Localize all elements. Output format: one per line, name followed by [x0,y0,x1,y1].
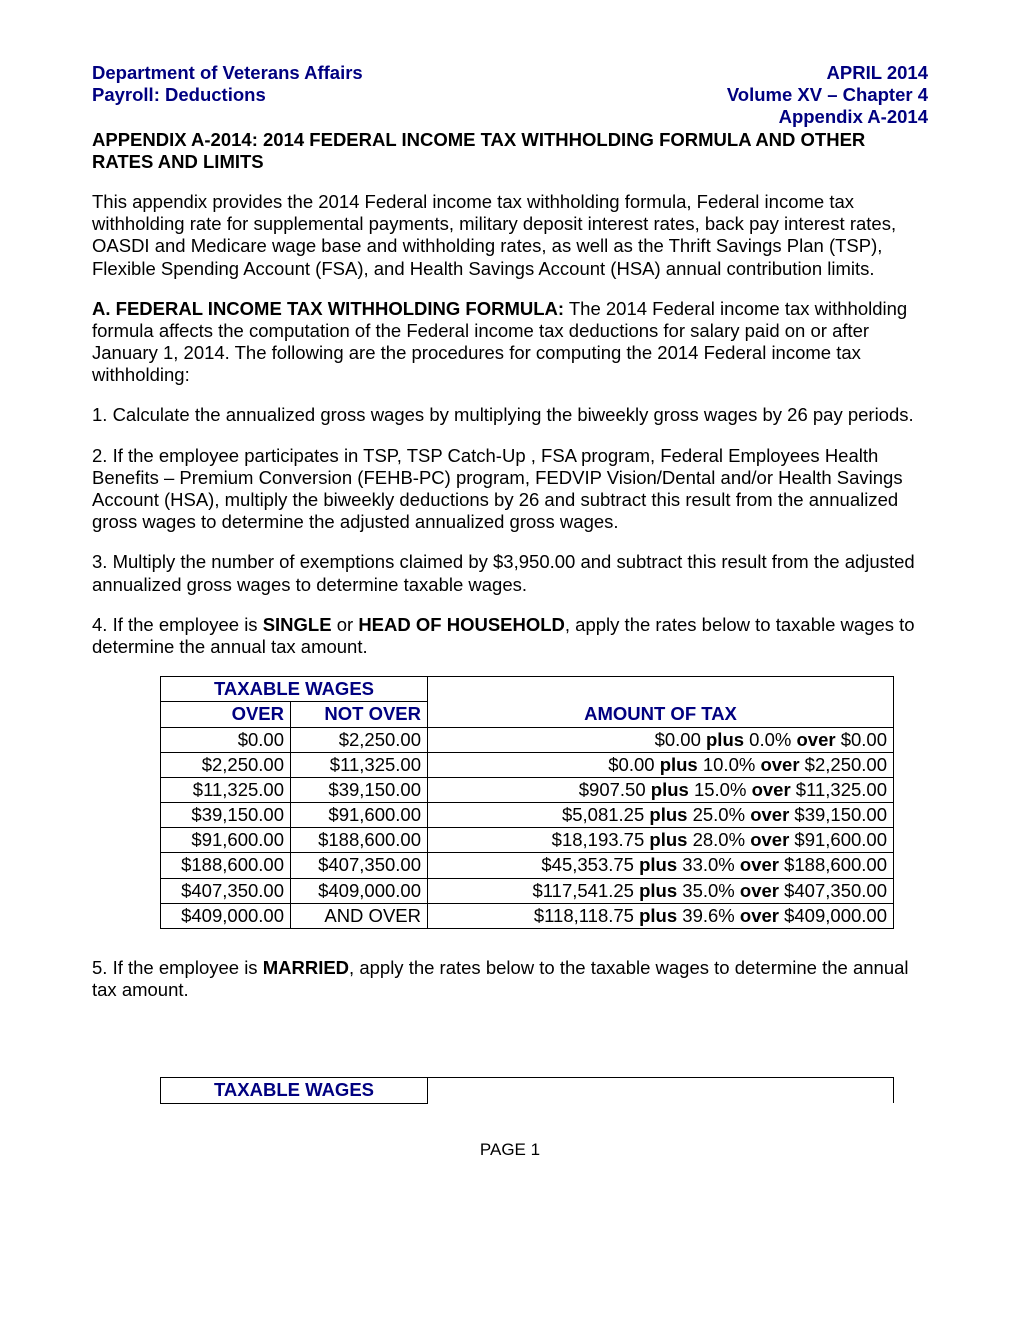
appendix-title: APPENDIX A-2014: 2014 FEDERAL INCOME TAX… [92,129,928,173]
header-payroll: Payroll: Deductions [92,84,363,106]
intro-paragraph: This appendix provides the 2014 Federal … [92,191,928,280]
cell-amount: $18,193.75 plus 28.0% over $91,600.00 [428,828,894,853]
cell-notover: $11,325.00 [291,752,428,777]
cell-amount: $117,541.25 plus 35.0% over $407,350.00 [428,878,894,903]
step4-single: SINGLE [263,614,332,635]
page-num-value: 1 [531,1140,540,1159]
cell-notover: $407,350.00 [291,853,428,878]
table1-col-over: OVER [161,702,291,727]
page-label: PAGE [480,1140,526,1159]
table1-wages-header: TAXABLE WAGES [161,677,428,702]
header-dept: Department of Veterans Affairs [92,62,363,84]
step4-mid: or [332,614,359,635]
cell-over: $91,600.00 [161,828,291,853]
table-row: $188,600.00$407,350.00$45,353.75 plus 33… [161,853,894,878]
cell-over: $2,250.00 [161,752,291,777]
cell-notover: AND OVER [291,903,428,928]
step4-hoh: HEAD OF HOUSEHOLD [358,614,565,635]
section-a-label: A. FEDERAL INCOME TAX WITHHOLDING FORMUL… [92,298,564,319]
header-right: APRIL 2014 Volume XV – Chapter 4 Appendi… [727,62,928,129]
table1-blank-header [428,677,894,702]
header-volume: Volume XV – Chapter 4 [727,84,928,106]
section-a-paragraph: A. FEDERAL INCOME TAX WITHHOLDING FORMUL… [92,298,928,387]
cell-amount: $118,118.75 plus 39.6% over $409,000.00 [428,903,894,928]
cell-notover: $39,150.00 [291,777,428,802]
cell-over: $409,000.00 [161,903,291,928]
cell-over: $407,350.00 [161,878,291,903]
cell-notover: $91,600.00 [291,803,428,828]
cell-notover: $2,250.00 [291,727,428,752]
cell-notover: $409,000.00 [291,878,428,903]
table-row: $2,250.00$11,325.00$0.00 plus 10.0% over… [161,752,894,777]
step-4: 4. If the employee is SINGLE or HEAD OF … [92,614,928,658]
step5-pre: 5. If the employee is [92,957,263,978]
table1-col-amount: AMOUNT OF TAX [428,702,894,727]
step-3: 3. Multiply the number of exemptions cla… [92,551,928,595]
cell-amount: $0.00 plus 0.0% over $0.00 [428,727,894,752]
step-1: 1. Calculate the annualized gross wages … [92,404,928,426]
table-row: $11,325.00$39,150.00$907.50 plus 15.0% o… [161,777,894,802]
table1-col-notover: NOT OVER [291,702,428,727]
page-number: PAGE 1 [92,1140,928,1160]
table-row: $0.00$2,250.00$0.00 plus 0.0% over $0.00 [161,727,894,752]
step4-pre: 4. If the employee is [92,614,263,635]
cell-notover: $188,600.00 [291,828,428,853]
cell-over: $39,150.00 [161,803,291,828]
header-date: APRIL 2014 [727,62,928,84]
cell-over: $0.00 [161,727,291,752]
table2-wages-header: TAXABLE WAGES [161,1078,428,1103]
tax-table-married-stub: TAXABLE WAGES [160,1077,894,1103]
step-2: 2. If the employee participates in TSP, … [92,445,928,534]
header-appendix: Appendix A-2014 [727,106,928,128]
header-left: Department of Veterans Affairs Payroll: … [92,62,363,129]
step-5: 5. If the employee is MARRIED, apply the… [92,957,928,1001]
cell-over: $188,600.00 [161,853,291,878]
table2-blank-header [428,1078,894,1103]
table-row: $409,000.00AND OVER$118,118.75 plus 39.6… [161,903,894,928]
cell-over: $11,325.00 [161,777,291,802]
cell-amount: $0.00 plus 10.0% over $2,250.00 [428,752,894,777]
tax-table-single: TAXABLE WAGES OVER NOT OVER AMOUNT OF TA… [160,676,894,929]
doc-header: Department of Veterans Affairs Payroll: … [92,62,928,129]
cell-amount: $5,081.25 plus 25.0% over $39,150.00 [428,803,894,828]
cell-amount: $907.50 plus 15.0% over $11,325.00 [428,777,894,802]
table-row: $407,350.00$409,000.00$117,541.25 plus 3… [161,878,894,903]
table-row: $91,600.00$188,600.00$18,193.75 plus 28.… [161,828,894,853]
table-row: $39,150.00$91,600.00$5,081.25 plus 25.0%… [161,803,894,828]
step5-married: MARRIED [263,957,349,978]
cell-amount: $45,353.75 plus 33.0% over $188,600.00 [428,853,894,878]
